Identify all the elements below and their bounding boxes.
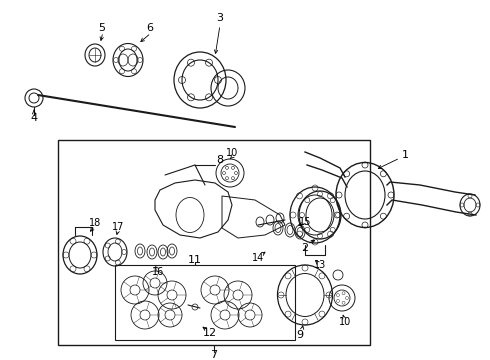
Text: 14: 14 [252,253,264,263]
Text: 10: 10 [339,317,351,327]
Text: 11: 11 [188,255,202,265]
Text: 18: 18 [89,218,101,228]
Text: 7: 7 [210,350,218,360]
Text: 12: 12 [203,328,217,338]
Text: 17: 17 [112,222,124,232]
Text: 5: 5 [98,23,105,33]
Text: 3: 3 [217,13,223,23]
Text: 15: 15 [299,217,311,227]
Text: 2: 2 [301,243,309,253]
Text: 8: 8 [217,155,223,165]
Text: 16: 16 [152,267,164,277]
Bar [115,265,295,340]
Bar [58,140,370,345]
Text: 9: 9 [296,330,304,340]
Text: 1: 1 [401,150,409,160]
Text: 10: 10 [226,148,238,158]
Text: 13: 13 [314,260,326,270]
Text: 6: 6 [147,23,153,33]
Text: 4: 4 [30,113,38,123]
